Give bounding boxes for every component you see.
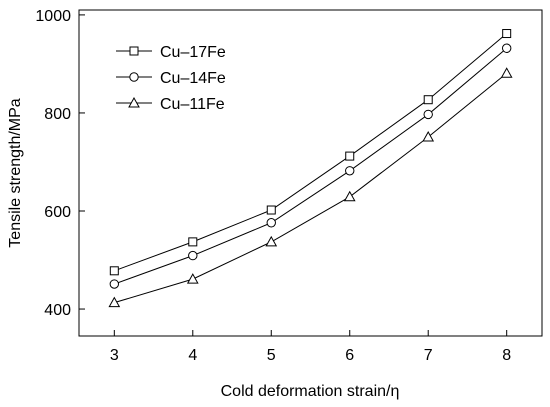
- legend-label: Cu–14Fe: [160, 70, 226, 87]
- data-point-circle: [423, 109, 433, 120]
- series-line: [114, 33, 508, 272]
- x-tick-label: 3: [110, 347, 119, 364]
- x-tick-label: 5: [267, 347, 276, 364]
- y-tick-label: 600: [44, 204, 71, 221]
- data-point-square: [502, 29, 512, 39]
- legend-label: Cu–11Fe: [160, 96, 225, 113]
- legend-label: Cu–17Fe: [160, 44, 226, 61]
- axis-ticks: 3 4 5 6 7 8 400 600 800 1000: [35, 8, 511, 364]
- data-point-triangle: [108, 296, 121, 308]
- data-point-triangle: [343, 190, 356, 202]
- y-tick-label: 400: [44, 302, 71, 319]
- y-tick-label: 800: [44, 106, 71, 123]
- data-point-triangle: [500, 67, 513, 78]
- data-point-circle: [501, 43, 512, 53]
- x-tick-label: 7: [424, 347, 433, 364]
- data-point-triangle: [186, 273, 199, 284]
- series-circle: [109, 43, 512, 289]
- data-point-circle: [109, 279, 120, 289]
- data-point-square: [188, 237, 198, 247]
- data-point-circle: [345, 166, 355, 176]
- legend: Cu–17Fe Cu–14Fe Cu–11Fe: [116, 44, 226, 113]
- data-point-square: [266, 205, 276, 215]
- y-axis-title: Tensile strength/MPa: [7, 98, 24, 248]
- data-point-square: [423, 95, 433, 105]
- x-axis-title: Cold deformation strain/η: [221, 383, 400, 400]
- plot-frame: [78, 9, 543, 337]
- series-line: [114, 47, 508, 285]
- data-point-square: [345, 151, 355, 161]
- y-tick-label: 1000: [35, 8, 71, 25]
- data-point-circle: [188, 250, 198, 261]
- x-tick-label: 6: [345, 347, 354, 364]
- x-tick-label: 4: [188, 347, 197, 364]
- series-line: [114, 72, 508, 304]
- series-square: [109, 29, 512, 276]
- data-point-triangle: [422, 130, 435, 142]
- data-point-triangle: [265, 235, 278, 247]
- legend-marker-triangle: [128, 96, 140, 108]
- series-layer: [108, 29, 513, 308]
- data-point-square: [109, 266, 119, 276]
- legend-marker-square: [129, 46, 139, 56]
- series-triangle: [108, 67, 513, 308]
- legend-marker-circle: [129, 72, 139, 82]
- x-tick-label: 8: [502, 347, 511, 364]
- data-point-circle: [266, 218, 276, 228]
